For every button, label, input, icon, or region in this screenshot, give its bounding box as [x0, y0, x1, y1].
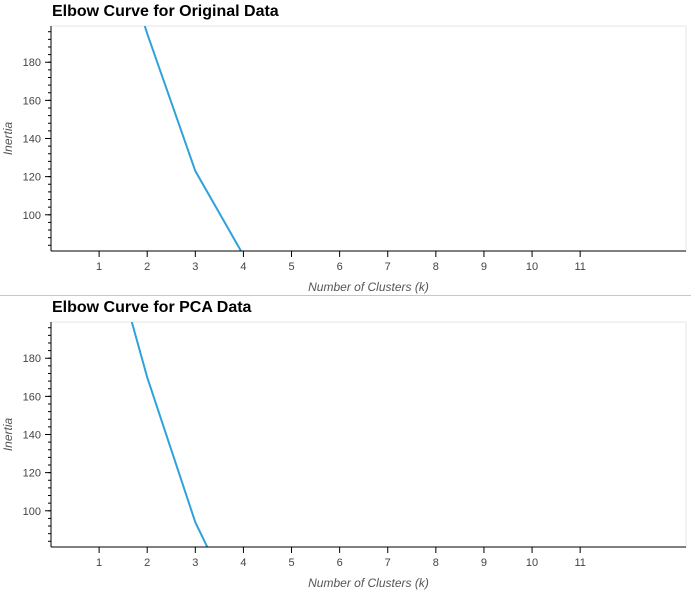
y-tick-label: 180	[23, 353, 41, 365]
x-tick-label: 6	[337, 557, 343, 569]
chart-svg: 1 2 3 4 5 6 7 8 9 10 11 100 120 140 160 180 Number of Cl…	[1, 321, 687, 590]
x-axis-label: Number of Clusters (k)	[308, 576, 429, 590]
x-axis-label: Number of Clusters (k)	[308, 280, 429, 294]
chart-svg: 1 2 3 4 5 6 7 8 9 10 11 100 120 140 160 180 Number of Cl…	[1, 25, 687, 294]
y-axis-label: Inertia	[1, 418, 15, 452]
x-tick-label: 11	[574, 261, 585, 273]
x-tick-label: 5	[288, 261, 294, 273]
y-tick-label: 140	[23, 430, 41, 442]
x-tick-label: 7	[385, 261, 391, 273]
x-tick-label: 10	[526, 261, 538, 273]
x-tick-label: 4	[240, 261, 246, 273]
series-line	[130, 322, 209, 547]
x-tick-label: 6	[337, 261, 343, 273]
y-axis-label: Inertia	[1, 122, 15, 156]
x-tick-label: 3	[192, 261, 198, 273]
y-tick-label: 100	[23, 210, 41, 222]
x-tick-label: 4	[240, 557, 246, 569]
chart-title: Elbow Curve for Original Data	[52, 3, 279, 20]
x-tick-label: 1	[96, 261, 102, 273]
y-tick-label: 120	[23, 468, 41, 480]
x-tick-label: 8	[433, 261, 439, 273]
panel-divider	[0, 295, 691, 296]
x-tick-label: 3	[192, 557, 198, 569]
y-tick-label: 100	[23, 506, 41, 518]
x-tick-label: 1	[96, 557, 102, 569]
x-tick-label: 2	[144, 557, 150, 569]
elbow-chart-pca: Elbow Curve for PCA Data 1 2 3 4 5 6 7 8 9 10 11 10…	[0, 296, 691, 592]
y-tick-label: 160	[23, 95, 41, 107]
x-tick-label: 9	[481, 557, 487, 569]
y-tick-label: 140	[23, 134, 41, 146]
x-tick-label: 5	[288, 557, 294, 569]
y-tick-label: 180	[23, 57, 41, 69]
x-tick-label: 8	[433, 557, 439, 569]
y-tick-label: 120	[23, 172, 41, 184]
series-line	[143, 26, 242, 251]
x-tick-label: 7	[385, 557, 391, 569]
plot-frame	[50, 25, 687, 252]
x-tick-label: 9	[481, 261, 487, 273]
chart-title: Elbow Curve for PCA Data	[52, 299, 252, 316]
x-tick-label: 2	[144, 261, 150, 273]
x-tick-label: 11	[574, 557, 585, 569]
y-tick-label: 160	[23, 391, 41, 403]
plot-frame	[50, 321, 687, 548]
x-tick-label: 10	[526, 557, 538, 569]
